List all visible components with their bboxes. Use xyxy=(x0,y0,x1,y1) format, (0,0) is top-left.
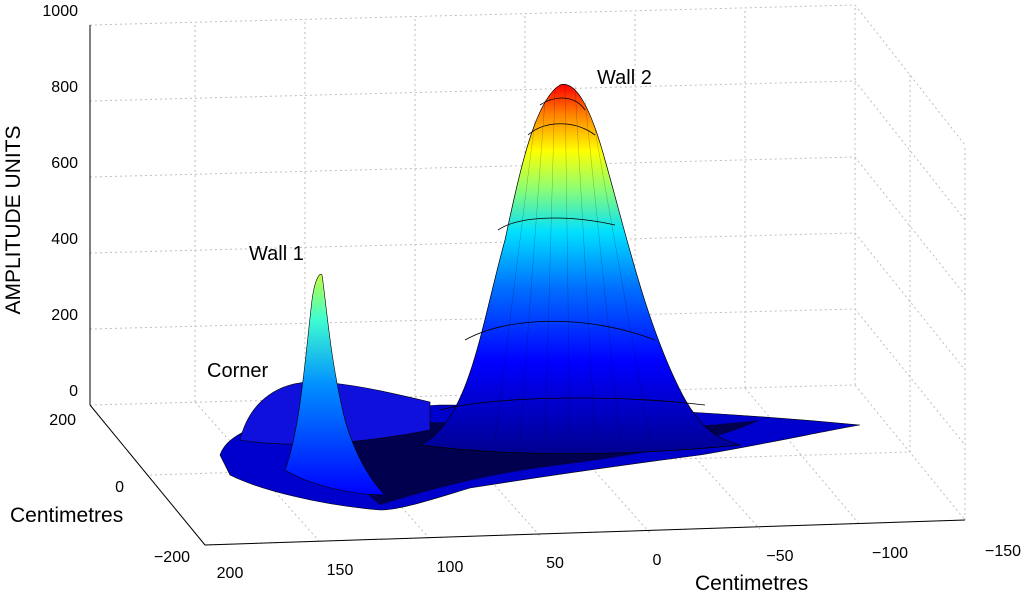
z-tick-label: 1000 xyxy=(42,3,78,20)
x-tick-label: 150 xyxy=(327,562,354,579)
x-tick-label: −150 xyxy=(985,543,1021,560)
x-tick-label: 200 xyxy=(217,565,244,582)
axes xyxy=(89,25,966,546)
y-tick-label: 200 xyxy=(49,412,76,429)
z-tick-label: 200 xyxy=(51,307,78,324)
y-tick-labels: 200 0 −200 xyxy=(49,412,190,566)
z-tick-label: 400 xyxy=(51,231,78,248)
annotation-corner: Corner xyxy=(207,360,268,382)
mesh-lines xyxy=(494,83,651,441)
contour-lines xyxy=(439,97,706,411)
z-tick-label: 800 xyxy=(51,79,78,96)
surface xyxy=(219,83,861,511)
z-tick-labels: 0 200 400 600 800 1000 xyxy=(42,3,78,400)
x-tick-labels: 200 150 100 50 0 −50 −100 −150 xyxy=(217,543,1021,582)
annotation-wall-1: Wall 1 xyxy=(249,243,304,265)
z-tick-label: 600 xyxy=(51,155,78,172)
wall1-peak xyxy=(284,274,386,496)
y-tick-label: −200 xyxy=(154,549,190,566)
y-axis-label: Centimetres xyxy=(10,504,123,527)
z-axis-label: AMPLITUDE UNITS xyxy=(2,125,25,314)
y-tick-label: 0 xyxy=(115,479,124,496)
x-tick-label: 50 xyxy=(546,555,564,572)
z-tick-label: 0 xyxy=(69,383,78,400)
wall2-peak xyxy=(418,84,741,454)
x-tick-label: 100 xyxy=(437,559,464,576)
x-axis-label: Centimetres xyxy=(695,572,808,593)
x-tick-label: 0 xyxy=(653,552,662,569)
annotation-wall-2: Wall 2 xyxy=(597,67,652,89)
x-tick-label: −100 xyxy=(872,545,908,562)
x-tick-label: −50 xyxy=(766,548,793,565)
